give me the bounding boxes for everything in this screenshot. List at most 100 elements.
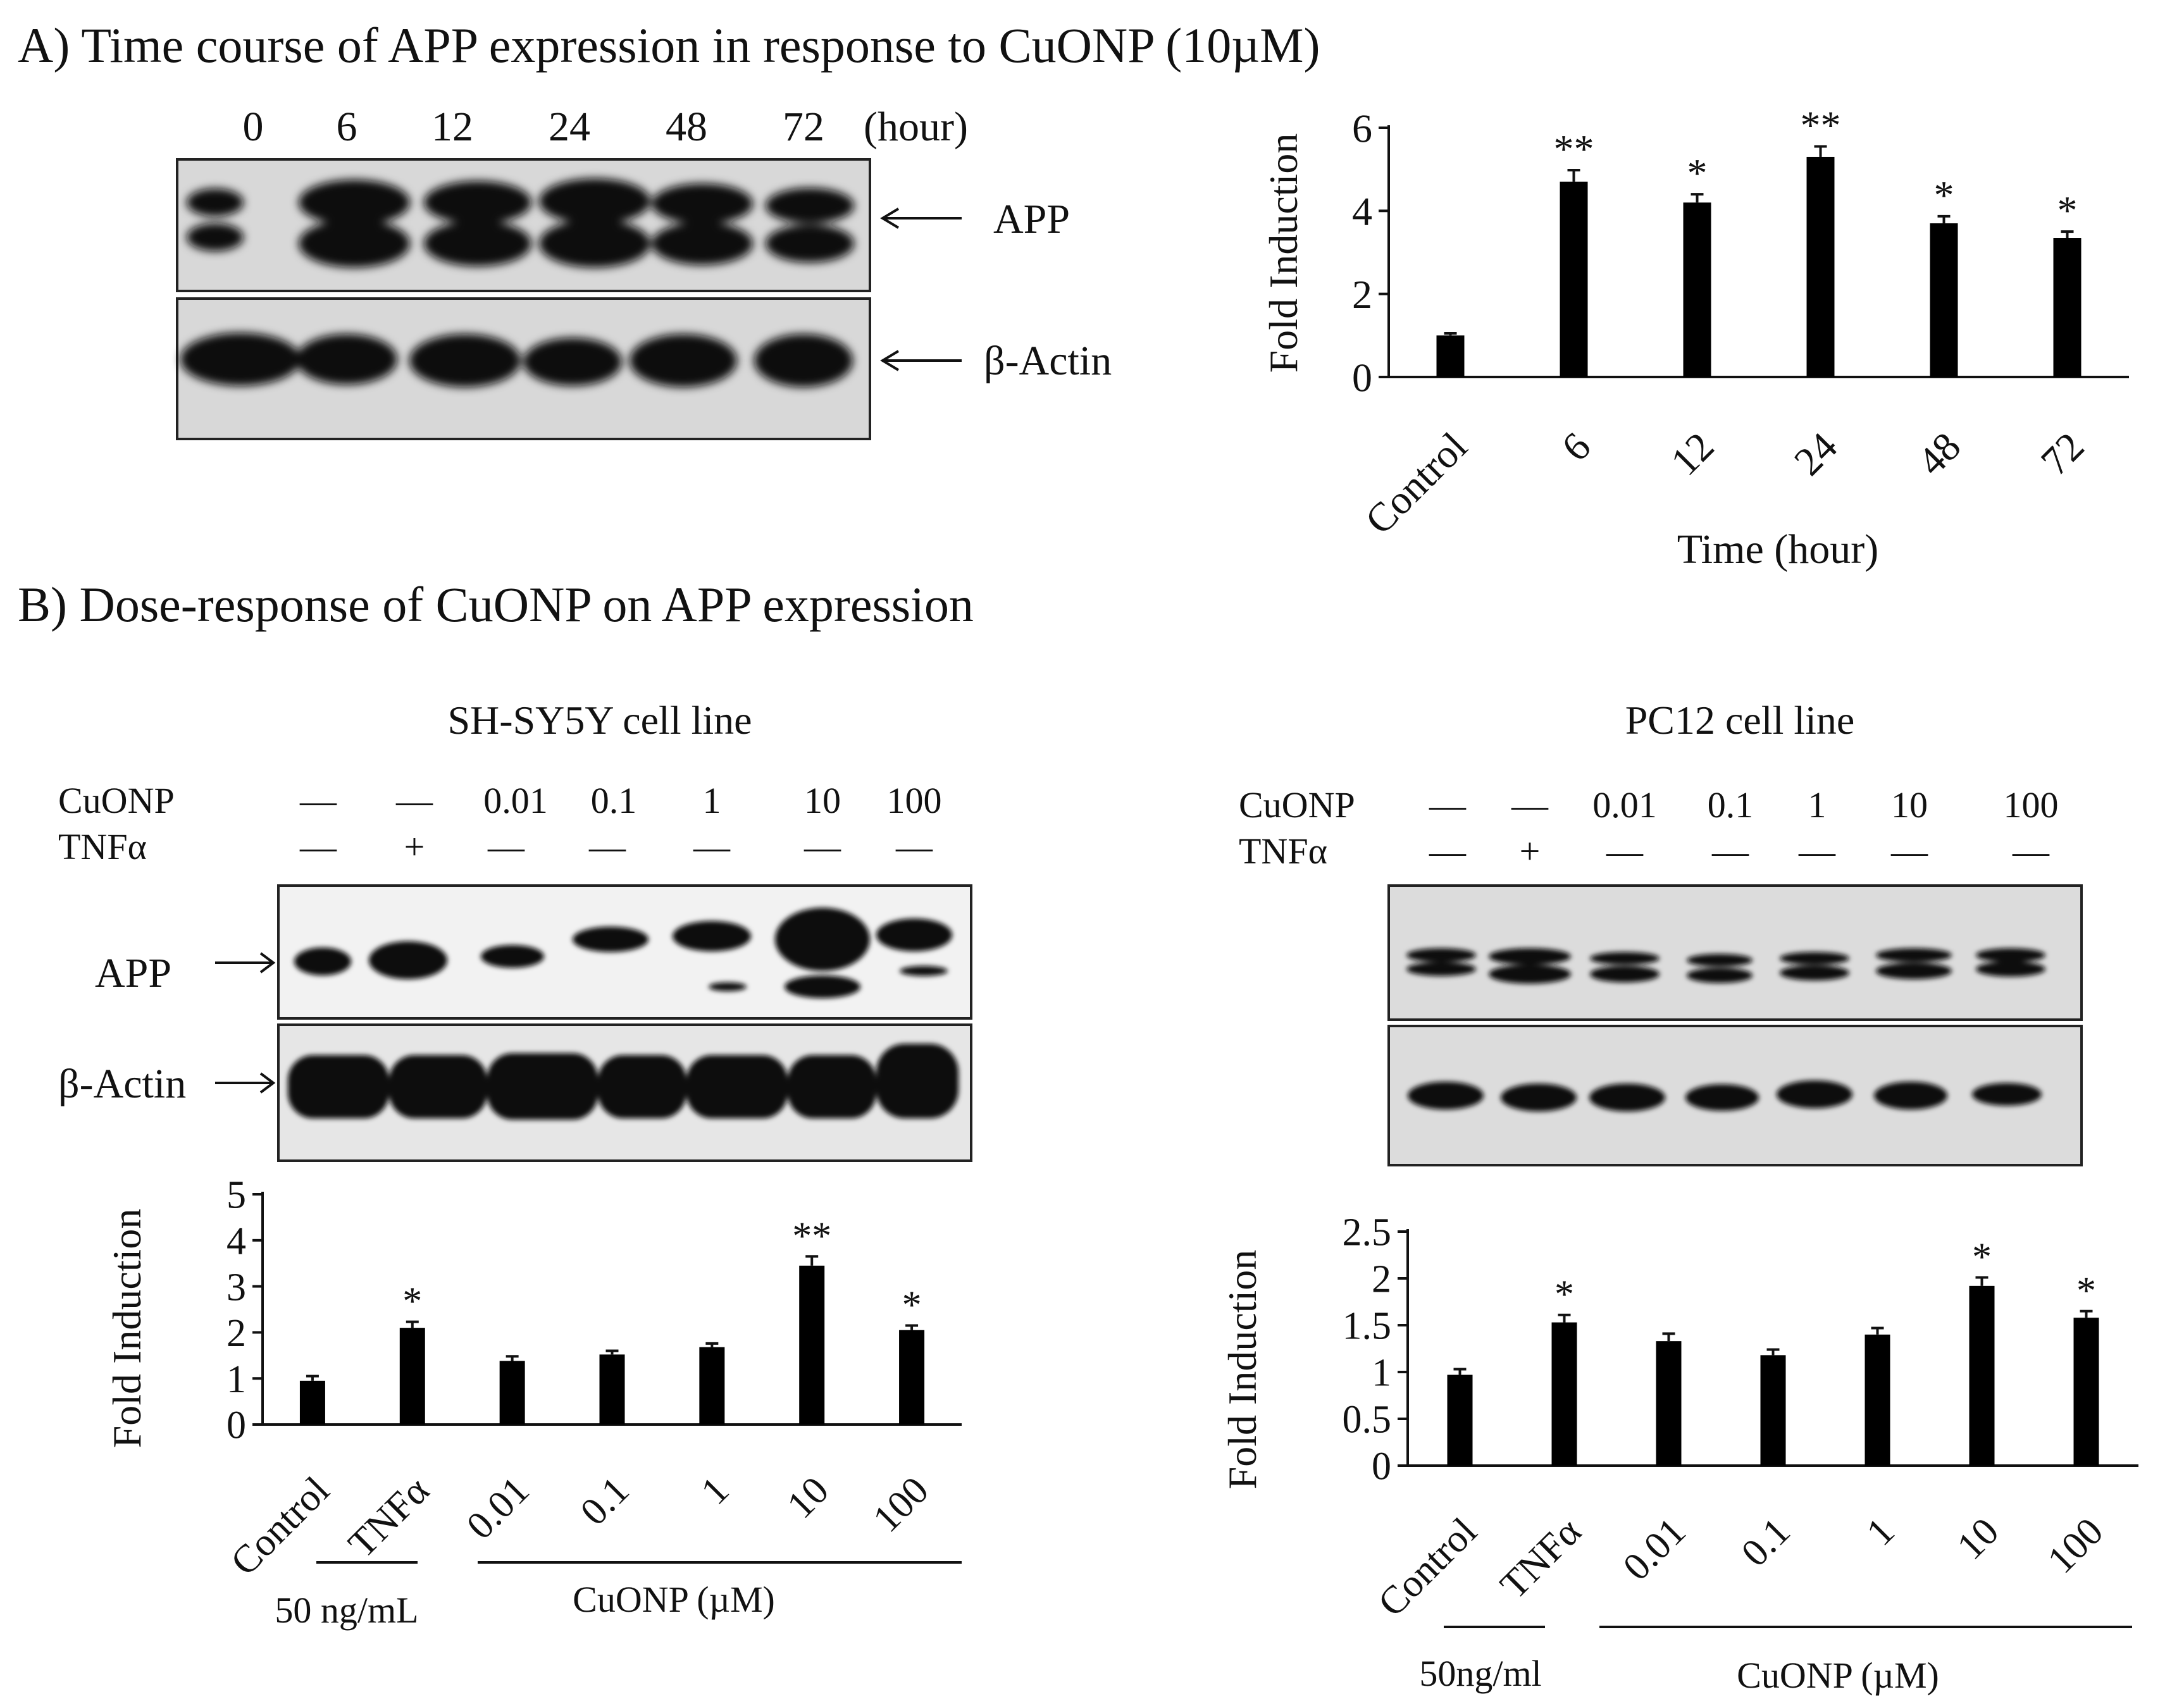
sh-tnf-4: — <box>693 826 731 867</box>
y-tick-label: 2.5 <box>1343 1211 1392 1254</box>
y-axis-label: Fold Induction <box>1261 133 1306 373</box>
significance-mark: * <box>402 1280 422 1323</box>
y-tick-label: 4 <box>1352 189 1372 234</box>
bar <box>1656 1341 1682 1466</box>
y-tick-label: 2 <box>226 1312 246 1355</box>
significance-mark: * <box>2057 188 2078 233</box>
y-tick-label: 6 <box>1352 106 1372 151</box>
category-label: 0.01 <box>459 1469 538 1548</box>
y-axis-label: Fold Induction <box>1220 1250 1265 1490</box>
significance-mark: * <box>2076 1270 2096 1313</box>
bar <box>399 1328 425 1425</box>
blot-a-lane-0: 0 <box>243 104 264 150</box>
blot-a-lane-48: 48 <box>666 104 707 150</box>
pc-tnf-4: — <box>1798 831 1836 872</box>
category-label: TNFα <box>340 1469 438 1566</box>
blot-sh-app-label: APP <box>95 950 171 996</box>
sh-cuonp-4: 1 <box>703 780 721 821</box>
blot-pc-app <box>1387 884 2083 1021</box>
x-axis-label: Time (hour) <box>1677 526 1878 572</box>
category-label: 1 <box>693 1469 737 1513</box>
bar <box>599 1354 625 1425</box>
bar <box>1436 335 1465 377</box>
y-tick-label: 0 <box>1352 355 1372 400</box>
pc-cell-line: PC12 cell line <box>1625 698 1855 743</box>
sh-cuonp-0: — <box>299 780 337 821</box>
pc-cuonp-0: — <box>1429 784 1467 825</box>
blot-a-unit: (hour) <box>864 104 968 150</box>
arrow-app-a-head <box>880 207 900 229</box>
panel-a-title: A) Time course of APP expression in resp… <box>18 18 1320 73</box>
pc-tnf-6: — <box>2012 831 2050 872</box>
pc-row-tnf: TNFα <box>1239 831 1327 872</box>
category-label: 100 <box>865 1469 937 1541</box>
bar <box>1806 156 1835 377</box>
bar <box>299 1380 325 1425</box>
pc-tnf-3: — <box>1711 831 1749 872</box>
significance-mark: * <box>1972 1236 1992 1279</box>
y-tick-label: 0.5 <box>1343 1399 1392 1442</box>
y-tick-label: 2 <box>1372 1258 1391 1301</box>
bar <box>1969 1285 1995 1466</box>
pc-cuonp-1: — <box>1511 784 1549 825</box>
bar <box>1560 182 1588 377</box>
y-axis-label: Fold Induction <box>104 1209 149 1449</box>
category-label: 0.1 <box>1734 1510 1799 1575</box>
category-label: 6 <box>1553 424 1599 470</box>
category-label: TNFα <box>1492 1510 1590 1607</box>
y-tick-label: 1 <box>226 1358 246 1401</box>
category-label: 10 <box>779 1469 837 1527</box>
y-tick-label: 0 <box>1372 1445 1391 1488</box>
blot-sh-app <box>277 884 972 1020</box>
pc-tnf-2: — <box>1606 831 1644 872</box>
bar <box>1864 1334 1890 1466</box>
sh-tnf-3: — <box>588 826 626 867</box>
significance-mark: * <box>1687 151 1708 195</box>
category-label: 1 <box>1858 1510 1902 1554</box>
sh-tnf-6: — <box>895 826 933 867</box>
category-label: Control <box>1370 1510 1485 1625</box>
arrow-sh-actin-head <box>259 1072 276 1094</box>
significance-mark: * <box>1554 1273 1574 1316</box>
blot-a-lane-6: 6 <box>337 104 357 150</box>
sh-cuonp-3: 0.1 <box>591 780 637 821</box>
bar <box>499 1361 525 1425</box>
sh-tnf-5: — <box>803 826 841 867</box>
bar <box>1551 1322 1577 1466</box>
blot-pc-actin <box>1387 1025 2083 1166</box>
pc-cuonp-5: 10 <box>1891 784 1928 825</box>
blot-sh-actin <box>277 1023 972 1162</box>
category-label: 48 <box>1909 424 1969 484</box>
pc-cuonp-3: 0.1 <box>1708 784 1754 825</box>
pc-group-cuonp: CuONP (µM) <box>1737 1655 1939 1696</box>
sh-cuonp-5: 10 <box>804 780 841 821</box>
significance-mark: * <box>1934 173 1954 218</box>
y-tick-label: 4 <box>226 1220 246 1263</box>
sh-cuonp-1: — <box>395 780 433 821</box>
blot-a-lane-12: 12 <box>431 104 473 150</box>
pc-row-cuonp: CuONP <box>1239 784 1355 825</box>
blot-a-app-label: APP <box>993 196 1070 242</box>
blot-a-lane-24: 24 <box>549 104 590 150</box>
sh-group-cuonp: CuONP (µM) <box>573 1579 775 1620</box>
bar <box>2073 1318 2099 1466</box>
category-label: Control <box>223 1469 338 1584</box>
pc-tnf-1: + <box>1520 831 1541 872</box>
blot-a-actin-label: β-Actin <box>984 338 1112 384</box>
y-tick-label: 5 <box>226 1174 246 1217</box>
pc-tnf-5: — <box>1890 831 1928 872</box>
sh-tnf-0: — <box>299 826 337 867</box>
significance-mark: ** <box>1801 103 1841 148</box>
bar <box>799 1265 825 1425</box>
blot-a-app <box>176 158 871 292</box>
sh-row-cuonp: CuONP <box>58 780 175 821</box>
category-label: Control <box>1356 424 1475 543</box>
y-tick-label: 0 <box>226 1404 246 1447</box>
blot-a-lane-72: 72 <box>783 104 824 150</box>
category-label: 12 <box>1662 424 1722 484</box>
sh-cell-line: SH-SY5Y cell line <box>447 698 752 743</box>
